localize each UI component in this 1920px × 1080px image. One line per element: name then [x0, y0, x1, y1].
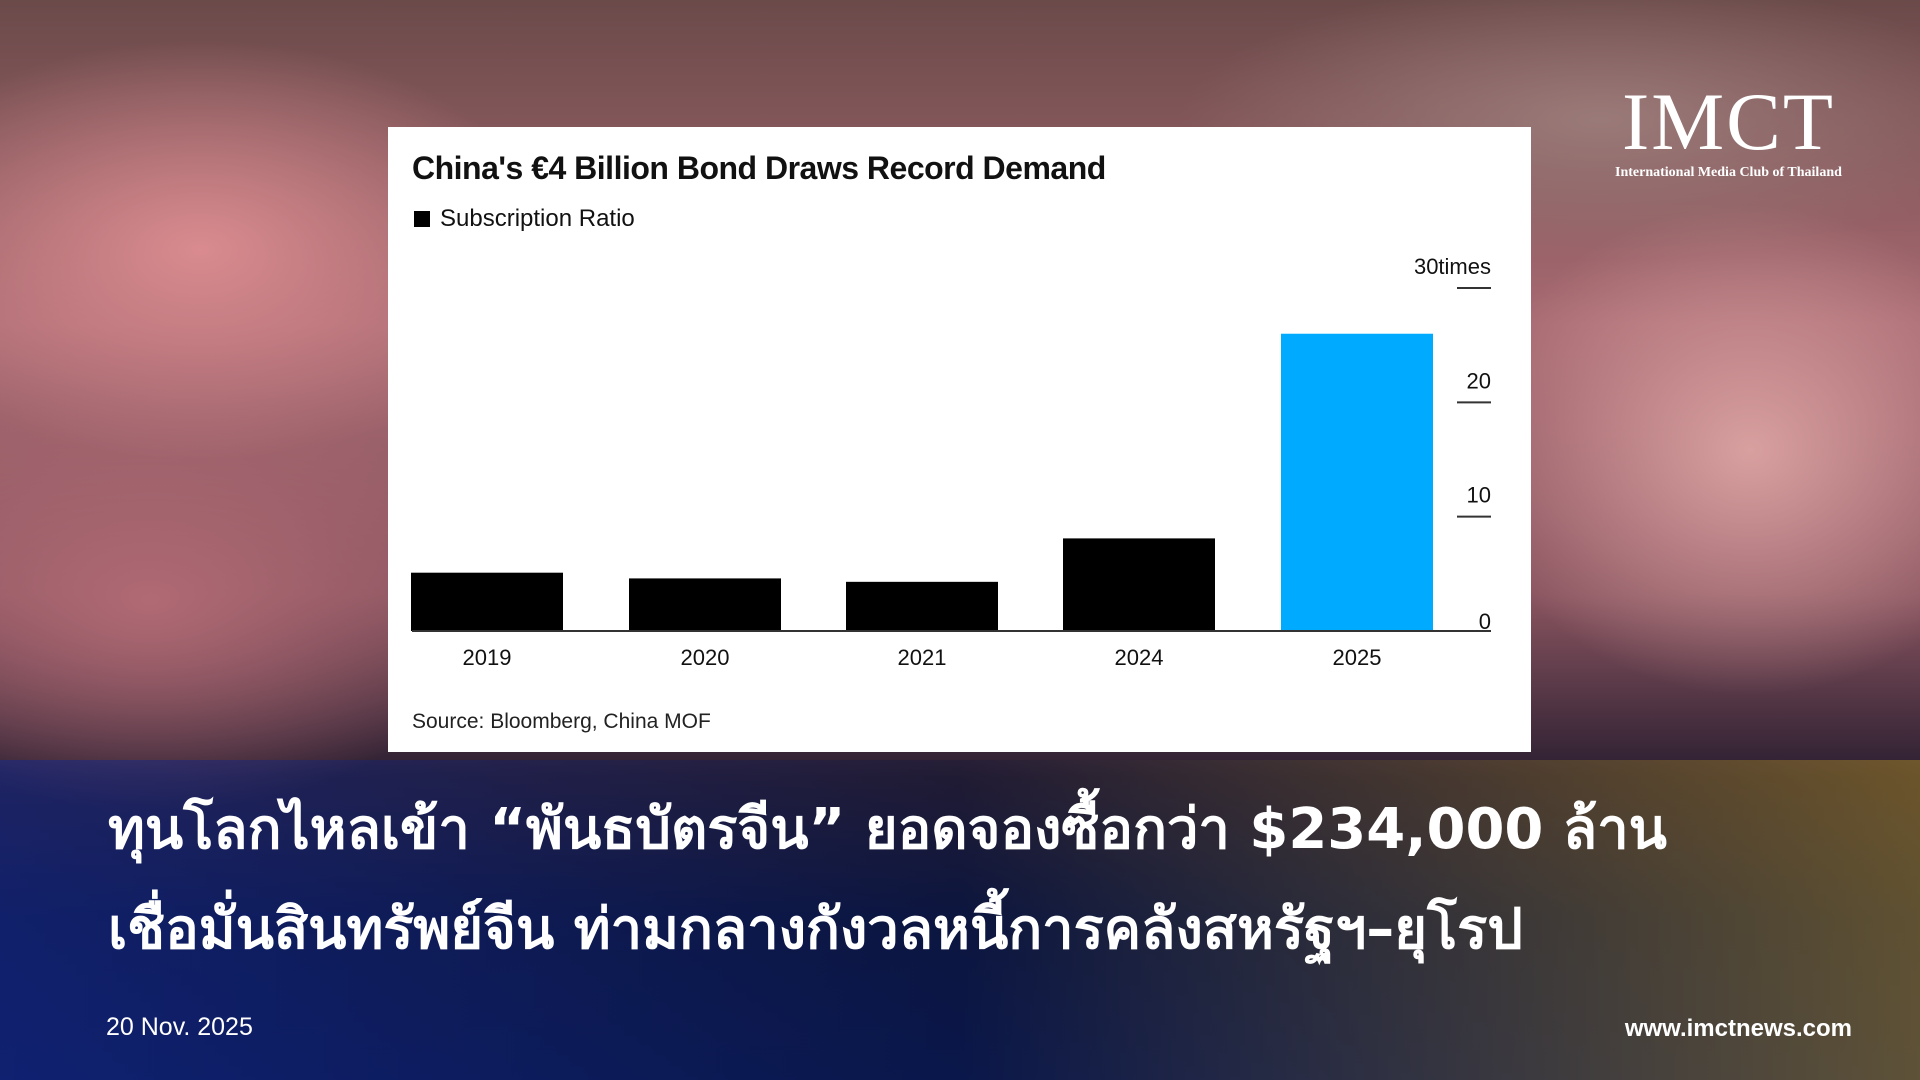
bar-2019 — [411, 572, 563, 631]
y-tick-label: 20 — [1467, 368, 1491, 393]
y-tick-label: 10 — [1467, 483, 1491, 508]
bar-chart: 2019 2020 2021 2024 2025 0 10 20 30times — [411, 254, 1491, 670]
logo-text: IMCT — [1621, 76, 1835, 167]
legend-label: Subscription Ratio — [440, 205, 635, 232]
logo-subtitle: International Media Club of Thailand — [1615, 165, 1842, 180]
background-overlay — [0, 760, 1920, 1080]
chart-source: Source: Bloomberg, China MOF — [412, 710, 711, 733]
x-tick-label: 2019 — [463, 645, 512, 670]
headline-line-1: ทุนโลกไหลเข้า “พันธบัตรจีน” ยอดจองซื้อกว… — [108, 797, 1667, 862]
x-tick-label: 2020 — [681, 645, 730, 670]
chart-title: China's €4 Billion Bond Draws Record Dem… — [412, 150, 1106, 186]
website-url: www.imctnews.com — [1624, 1015, 1852, 1042]
legend-swatch — [414, 211, 430, 227]
y-tick-label: 30times — [1414, 254, 1491, 279]
chart-legend: Subscription Ratio — [414, 205, 635, 233]
imct-logo: IMCT International Media Club of Thailan… — [1615, 80, 1842, 182]
x-tick-label: 2021 — [898, 645, 947, 670]
headline-line-2: เชื่อมั่นสินทรัพย์จีน ท่ามกลางกังวลหนี้ก… — [108, 897, 1523, 962]
x-tick-label: 2024 — [1115, 645, 1164, 670]
headline: ทุนโลกไหลเข้า “พันธบัตรจีน” ยอดจองซื้อกว… — [108, 780, 1667, 980]
chart-card: China's €4 Billion Bond Draws Record Dem… — [388, 127, 1531, 752]
bar-2021 — [846, 581, 998, 631]
x-tick-label: 2025 — [1333, 645, 1382, 670]
bar-2020 — [629, 578, 781, 631]
bar-2025 — [1281, 333, 1433, 631]
publish-date: 20 Nov. 2025 — [106, 1013, 253, 1041]
bar-2024 — [1063, 538, 1215, 631]
y-tick-label: 0 — [1479, 609, 1491, 634]
